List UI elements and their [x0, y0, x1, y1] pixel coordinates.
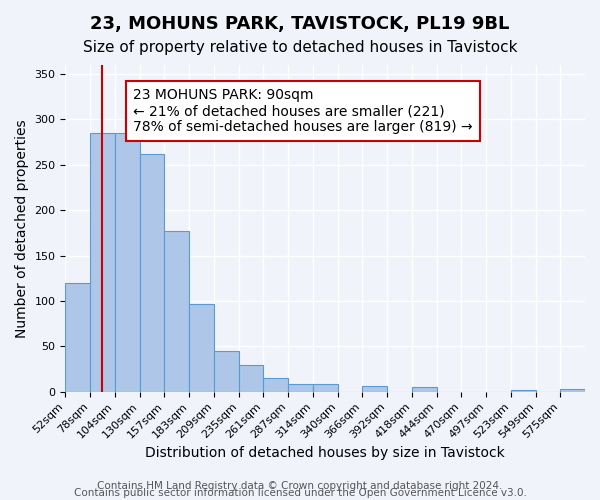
Bar — [263, 378, 288, 392]
Bar — [115, 133, 140, 392]
Bar — [412, 387, 437, 392]
Bar — [90, 133, 115, 392]
Bar — [214, 351, 239, 392]
Bar — [288, 384, 313, 392]
Bar — [164, 231, 189, 392]
Bar — [65, 283, 90, 392]
Bar — [362, 386, 387, 392]
Bar — [313, 384, 338, 392]
Text: Contains HM Land Registry data © Crown copyright and database right 2024.: Contains HM Land Registry data © Crown c… — [97, 481, 503, 491]
Bar — [511, 390, 536, 392]
Bar — [189, 304, 214, 392]
Y-axis label: Number of detached properties: Number of detached properties — [15, 119, 29, 338]
Text: Contains public sector information licensed under the Open Government Licence v3: Contains public sector information licen… — [74, 488, 526, 498]
X-axis label: Distribution of detached houses by size in Tavistock: Distribution of detached houses by size … — [145, 446, 505, 460]
Bar — [140, 154, 164, 392]
Text: 23, MOHUNS PARK, TAVISTOCK, PL19 9BL: 23, MOHUNS PARK, TAVISTOCK, PL19 9BL — [91, 15, 509, 33]
Text: Size of property relative to detached houses in Tavistock: Size of property relative to detached ho… — [83, 40, 517, 55]
Bar — [239, 366, 263, 392]
Text: 23 MOHUNS PARK: 90sqm
← 21% of detached houses are smaller (221)
78% of semi-det: 23 MOHUNS PARK: 90sqm ← 21% of detached … — [133, 88, 473, 134]
Bar — [560, 389, 585, 392]
